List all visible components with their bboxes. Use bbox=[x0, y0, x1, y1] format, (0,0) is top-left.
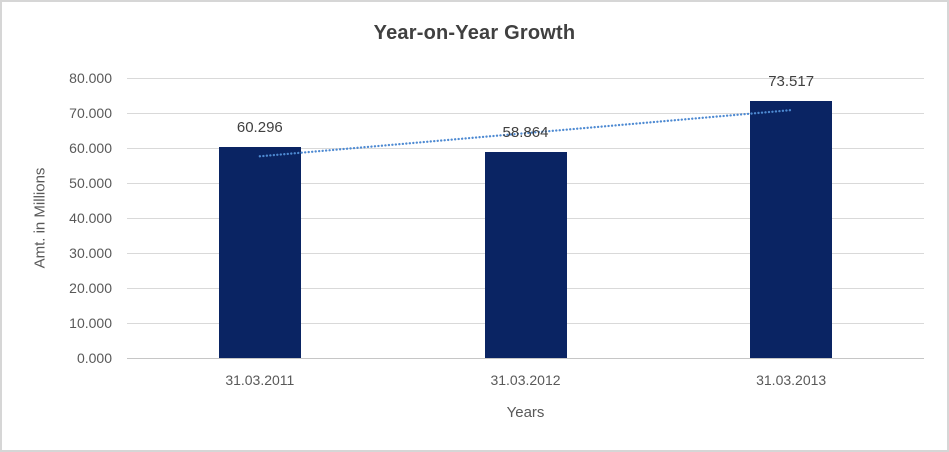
y-axis-tick-label: 20.000 bbox=[69, 280, 112, 296]
y-axis-title: Amt. in Millions bbox=[31, 167, 49, 269]
bar-data-label: 73.517 bbox=[768, 72, 815, 90]
y-axis-tick-label: 30.000 bbox=[69, 245, 112, 261]
y-axis-tick-label: 0.000 bbox=[76, 350, 112, 366]
y-axis-tick-label: 60.000 bbox=[69, 140, 112, 156]
bar-data-label: 60.296 bbox=[236, 118, 283, 136]
x-axis-title: Years bbox=[506, 404, 545, 421]
x-axis-tick-label: 31.03.2011 bbox=[225, 372, 295, 388]
x-axis-tick-label: 31.03.2012 bbox=[490, 372, 561, 388]
gridline bbox=[127, 77, 924, 79]
bar bbox=[484, 151, 567, 358]
y-axis-tick-label: 70.000 bbox=[69, 105, 112, 121]
bar bbox=[750, 100, 833, 358]
bar-data-label: 58.864 bbox=[502, 123, 549, 141]
x-axis-line bbox=[127, 357, 924, 359]
y-axis-tick-label: 80.000 bbox=[69, 70, 112, 86]
chart-title: Year-on-Year Growth bbox=[373, 22, 576, 44]
y-axis-tick-label: 40.000 bbox=[69, 210, 112, 226]
y-axis-tick-label: 50.000 bbox=[69, 175, 112, 191]
x-axis-tick-label: 31.03.2013 bbox=[756, 372, 827, 388]
bar bbox=[218, 146, 301, 358]
y-axis-tick-label: 10.000 bbox=[69, 315, 112, 331]
